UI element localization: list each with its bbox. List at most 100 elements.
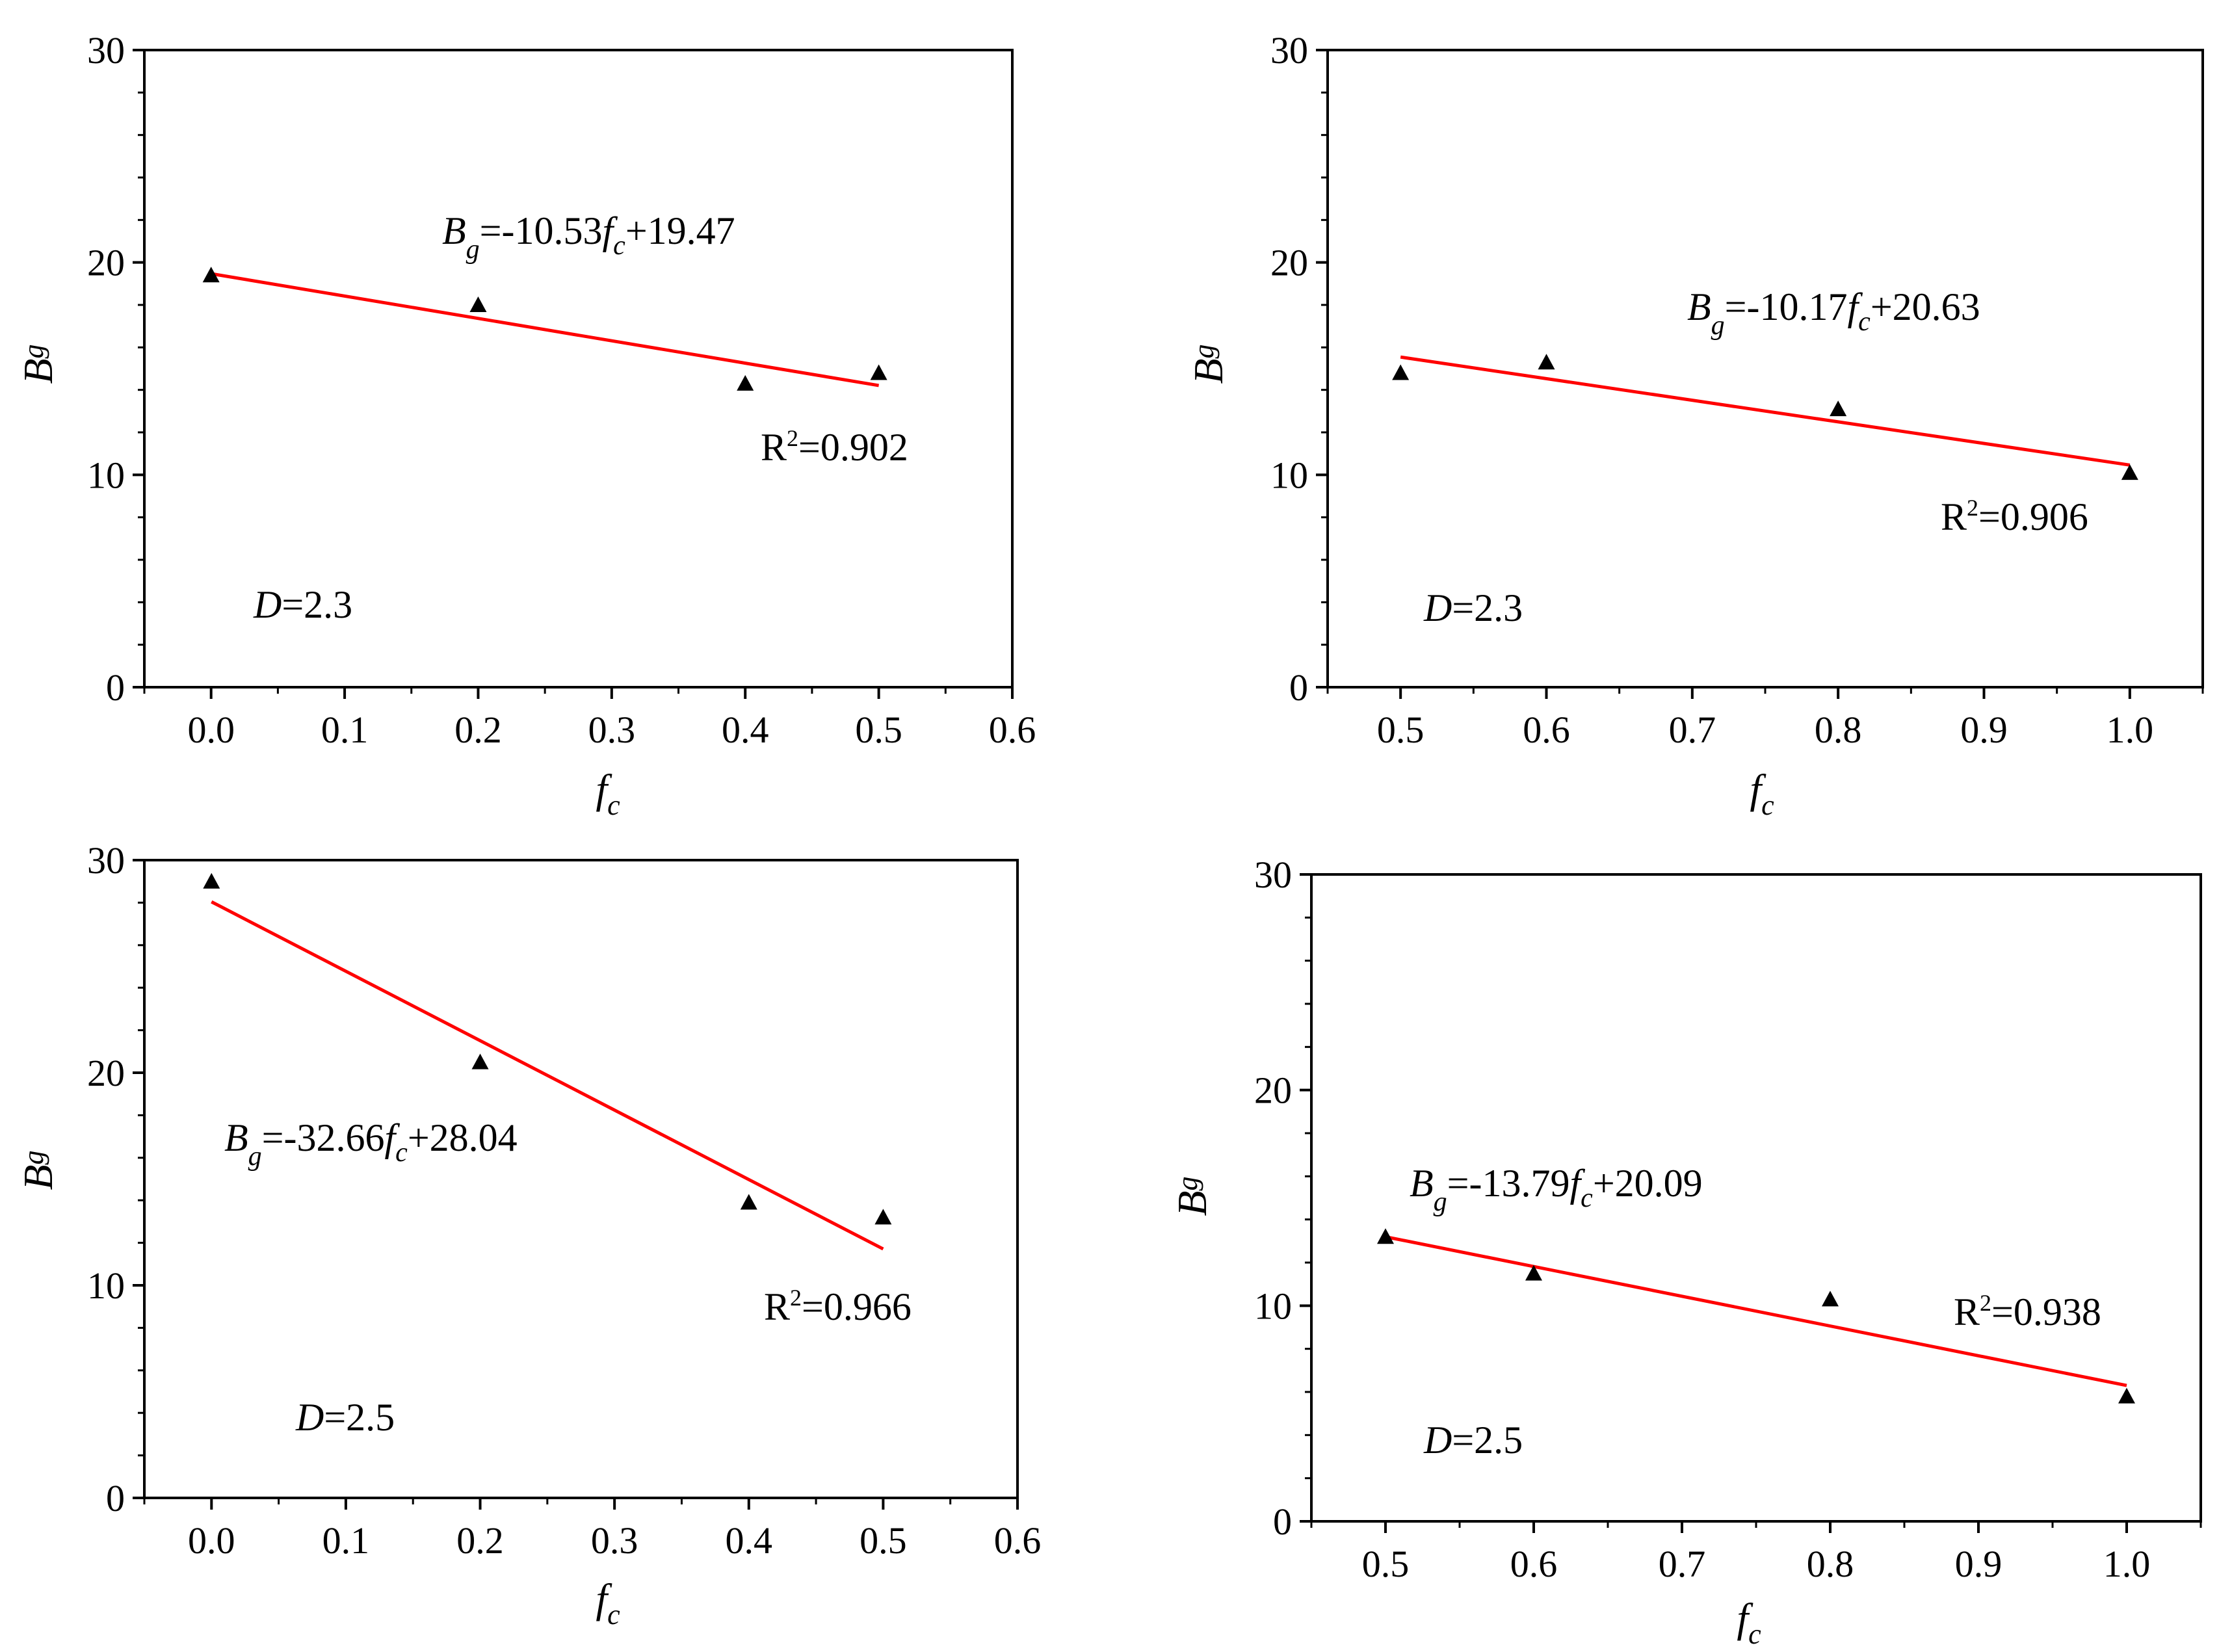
x-tick-label: 0.6 xyxy=(994,1519,1042,1562)
eq-rhs: +20.63 xyxy=(1871,285,1980,328)
r2-pre: R xyxy=(1954,1291,1980,1333)
data-point xyxy=(1525,1265,1542,1281)
data-point xyxy=(469,296,487,312)
eq-lhs: B xyxy=(224,1116,248,1159)
d-var: D xyxy=(1423,1419,1452,1462)
y-axis-title-main: B xyxy=(15,358,61,384)
chart-panel-2: 0 10 20 30 0.5 0.6 0.7 0.8 0.9 1.0 Bg fc Bg=-10.17fc… xyxy=(1185,29,2204,821)
y-tick-label: 0 xyxy=(106,1477,125,1519)
x-tick-label: 0.3 xyxy=(588,709,636,751)
fit-line xyxy=(1400,355,2131,467)
r2-post: =0.902 xyxy=(798,426,908,469)
eq-lhs-sub: g xyxy=(466,235,480,265)
fractal-dimension-label: D=2.5 xyxy=(295,1396,395,1439)
data-point xyxy=(870,364,887,380)
r2-sup: 2 xyxy=(1980,1290,1991,1316)
y-tick-label: 30 xyxy=(1254,854,1292,896)
x-tick-label: 0.9 xyxy=(1960,709,2008,751)
y-tick-label: 30 xyxy=(87,29,125,72)
d-val: =2.3 xyxy=(1452,586,1523,629)
y-tick-label: 20 xyxy=(87,242,125,284)
eq-lhs-sub: g xyxy=(248,1142,262,1172)
eq-lhs-sub: g xyxy=(1434,1187,1447,1217)
fractal-dimension-label: D=2.3 xyxy=(1423,586,1523,629)
x-tick-label: 0.1 xyxy=(321,709,369,751)
x-tick-label: 0.6 xyxy=(1510,1543,1558,1585)
d-var: D xyxy=(295,1396,324,1439)
x-tick-label: 0.8 xyxy=(1807,1543,1854,1585)
eq-var-sub: c xyxy=(395,1138,408,1168)
r-squared-label: R2=0.906 xyxy=(1941,495,2088,538)
x-tick-label: 0.5 xyxy=(1362,1543,1410,1585)
regression-equation: Bg=-10.53fc+19.47 xyxy=(442,209,735,265)
x-tick-label: 0.0 xyxy=(187,709,235,751)
y-axis-title: Bg xyxy=(15,1150,61,1190)
y-tick-label: 10 xyxy=(1270,454,1308,496)
y-axis-title: Bg xyxy=(1169,1176,1215,1216)
r2-sup: 2 xyxy=(787,425,798,451)
fit-line xyxy=(211,900,884,1251)
data-point xyxy=(874,1209,892,1225)
x-tick-label: 0.2 xyxy=(456,1519,504,1562)
eq-var-sub: c xyxy=(1581,1183,1593,1213)
x-axis-title-sub: c xyxy=(607,1599,620,1631)
eq-lhs: B xyxy=(442,209,466,252)
y-tick-label: 30 xyxy=(1270,29,1308,72)
x-tick-label: 0.7 xyxy=(1659,1543,1706,1585)
data-point xyxy=(471,1053,489,1069)
x-tick-label: 0.4 xyxy=(722,709,769,751)
d-val: =2.3 xyxy=(282,583,352,626)
y-tick-label: 0 xyxy=(1273,1501,1292,1543)
eq-rhs: +19.47 xyxy=(625,209,735,252)
data-point xyxy=(2121,464,2138,480)
x-tick-label: 0.6 xyxy=(989,709,1036,751)
data-point xyxy=(1830,400,1847,417)
r2-post: =0.966 xyxy=(802,1285,912,1328)
y-axis-title: Bg xyxy=(15,344,61,384)
y-axis-title-main: B xyxy=(15,1164,61,1190)
x-axis-title-sub: c xyxy=(607,789,620,821)
eq-var-sub: c xyxy=(613,231,625,261)
x-tick-label: 1.0 xyxy=(2107,709,2154,751)
r2-pre: R xyxy=(764,1285,790,1328)
r2-sup: 2 xyxy=(790,1285,802,1311)
y-axis-title-sub: g xyxy=(18,344,49,358)
d-var: D xyxy=(1423,586,1452,629)
eq-mid: =-32.66 xyxy=(262,1116,385,1159)
y-axis-title-main: B xyxy=(1169,1190,1215,1216)
x-tick-label: 0.5 xyxy=(860,1519,907,1562)
data-point xyxy=(1377,1228,1394,1244)
x-axis-title: fc xyxy=(1737,1595,1761,1650)
fractal-dimension-label: D=2.3 xyxy=(253,583,352,626)
d-var: D xyxy=(253,583,282,626)
x-axis-title: fc xyxy=(1750,766,1774,821)
eq-lhs: B xyxy=(1410,1162,1434,1205)
y-tick-label: 0 xyxy=(106,666,125,709)
eq-lhs: B xyxy=(1687,285,1711,328)
x-tick-label: 0.5 xyxy=(855,709,902,751)
r2-post: =0.938 xyxy=(1991,1291,2101,1333)
data-point xyxy=(1538,354,1555,370)
data-point xyxy=(202,267,220,283)
x-tick-label: 0.9 xyxy=(1955,1543,2002,1585)
regression-equation: Bg=-10.17fc+20.63 xyxy=(1687,285,1980,341)
r2-sup: 2 xyxy=(1967,495,1978,521)
x-tick-label: 0.5 xyxy=(1377,709,1425,751)
data-point xyxy=(2118,1387,2135,1404)
eq-var-sub: c xyxy=(1858,307,1871,337)
data-point xyxy=(1392,364,1410,380)
chart-panel-4: 0 10 20 30 0.5 0.6 0.7 0.8 0.9 1.0 Bg fc Bg=-13.79fc… xyxy=(1169,854,2202,1650)
x-axis-title: fc xyxy=(596,766,620,821)
regression-equation: Bg=-13.79fc+20.09 xyxy=(1410,1162,1703,1217)
y-axis-title-sub: g xyxy=(1188,344,1220,358)
x-tick-label: 1.0 xyxy=(2103,1543,2151,1585)
eq-rhs: +20.09 xyxy=(1593,1162,1703,1205)
x-axis-title-sub: c xyxy=(1748,1618,1761,1650)
fit-line xyxy=(211,272,880,387)
data-point xyxy=(737,374,754,391)
y-axis-title-main: B xyxy=(1185,358,1231,384)
plot-frame xyxy=(143,49,1014,688)
y-tick-label: 20 xyxy=(1254,1069,1292,1112)
